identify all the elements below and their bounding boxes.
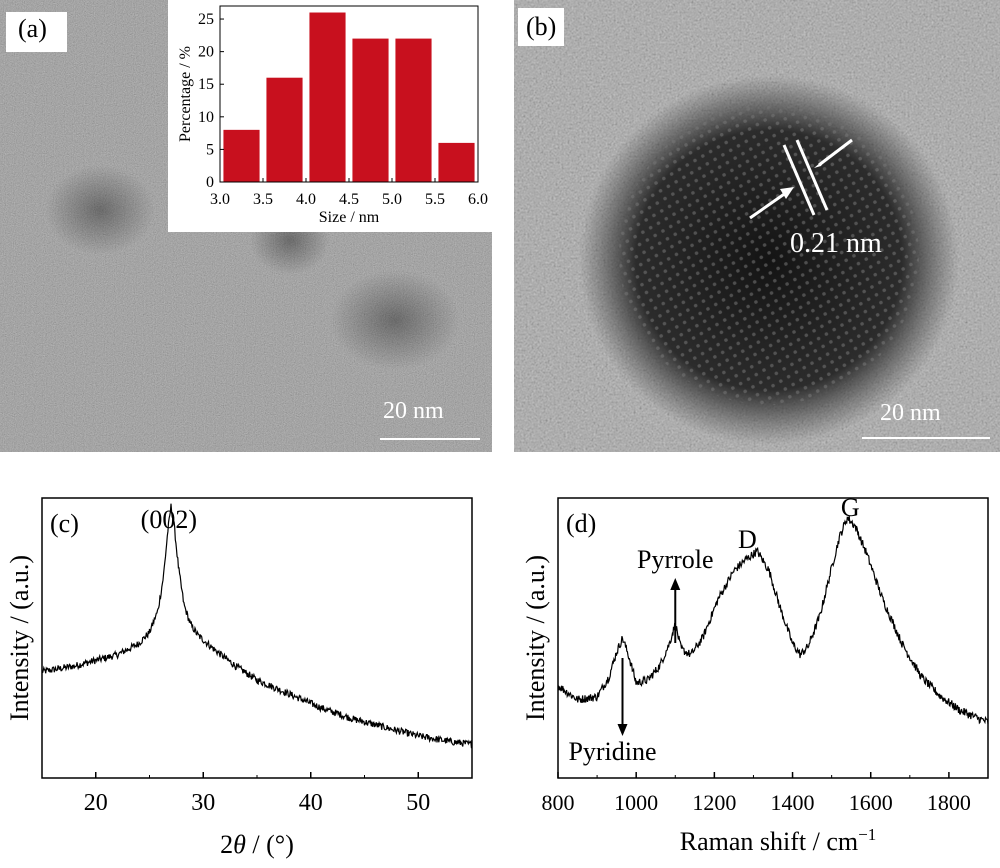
d-band-label: D — [738, 525, 757, 554]
x-tick-label: 800 — [542, 790, 575, 815]
y-axis-label: Intensity / (a.u.) — [5, 555, 34, 721]
pyrrole-label: Pyrrole — [637, 545, 714, 574]
histogram-y-tick-label: 10 — [198, 109, 214, 126]
panel-label-c: (c) — [50, 509, 79, 538]
x-tick-label: 40 — [299, 790, 323, 816]
x-tick-label: 1600 — [849, 790, 893, 815]
histogram-y-axis-label: Percentage / % — [177, 46, 194, 142]
pyridine-arrow-head — [617, 724, 628, 736]
histogram-y-tick-label: 25 — [198, 11, 214, 28]
histogram-bar — [395, 38, 432, 183]
x-tick-label: 1400 — [771, 790, 815, 815]
histogram-y-tick-label: 5 — [206, 141, 214, 158]
x-tick-label: 1000 — [614, 790, 658, 815]
lattice-spacing-label: 0.21 nm — [790, 228, 882, 259]
scale-bar-label-b: 20 nm — [880, 400, 941, 426]
x-axis-label: Raman shift / cm−1 — [680, 825, 876, 856]
raman-chart: 800 1000 1200 1400 1600 1800 Intensity / (a.u.… — [500, 478, 1000, 863]
histogram-x-tick-label: 4.0 — [296, 191, 316, 208]
raman-svg: 800 1000 1200 1400 1600 1800 Intensity / (a.u.… — [521, 493, 989, 856]
xrd-svg: 20 30 40 50 Intensity / (a.u.) 2θ / (°) (002) (… — [5, 497, 473, 859]
histogram-bar — [352, 38, 389, 183]
histogram-x-tick-label: 3.5 — [253, 191, 273, 208]
histogram-x-tick-label: 5.0 — [382, 191, 402, 208]
histogram-svg: 3.0 3.5 4.0 4.5 5.0 5.5 6.0 0 5 10 15 20 25 Size / nm… — [177, 5, 488, 226]
x-tick-label: 30 — [191, 790, 215, 816]
panel-label-a: (a) — [6, 12, 67, 52]
histogram-y-tick-label: 0 — [206, 174, 214, 191]
peak-label-002: (002) — [141, 505, 197, 534]
pyrrole-arrow-head — [670, 578, 681, 590]
histogram-bar — [223, 129, 260, 182]
size-histogram-inset: 3.0 3.5 4.0 4.5 5.0 5.5 6.0 0 5 10 15 20 25 Size / nm… — [168, 0, 492, 232]
pyridine-label: Pyridine — [568, 737, 656, 766]
spectrum-line — [557, 516, 989, 725]
histogram-x-axis-label: Size / nm — [319, 209, 380, 226]
scale-bar-label-a: 20 nm — [383, 398, 444, 424]
scale-bar-a — [380, 438, 480, 440]
x-tick-label: 1800 — [927, 790, 971, 815]
plot-frame — [557, 497, 989, 779]
panel-label-d: (d) — [566, 509, 596, 538]
histogram-bar — [438, 142, 475, 182]
histogram-bar — [309, 12, 346, 182]
histogram-x-tick-label: 4.5 — [339, 191, 359, 208]
histogram-x-tick-label: 5.5 — [425, 191, 445, 208]
histogram-y-tick-label: 15 — [198, 76, 214, 93]
xrd-chart: 20 30 40 50 Intensity / (a.u.) 2θ / (°) (002) (… — [0, 478, 490, 863]
y-axis-label: Intensity / (a.u.) — [521, 555, 550, 721]
scale-bar-b — [862, 437, 990, 439]
histogram-y-tick-label: 20 — [198, 44, 214, 61]
histogram-x-tick-label: 6.0 — [468, 191, 488, 208]
panel-label-b: (b) — [518, 8, 565, 46]
tem-image-b: 0.21 nm 20 nm — [514, 0, 1000, 452]
x-tick-label: 50 — [406, 790, 430, 816]
histogram-bar — [266, 77, 303, 182]
x-axis-label: 2θ / (°) — [220, 830, 294, 859]
x-tick-label: 1200 — [692, 790, 736, 815]
x-tick-label: 20 — [84, 790, 108, 816]
g-band-label: G — [841, 493, 860, 522]
spectrum-line — [41, 503, 473, 749]
histogram-x-tick-label: 3.0 — [210, 191, 230, 208]
